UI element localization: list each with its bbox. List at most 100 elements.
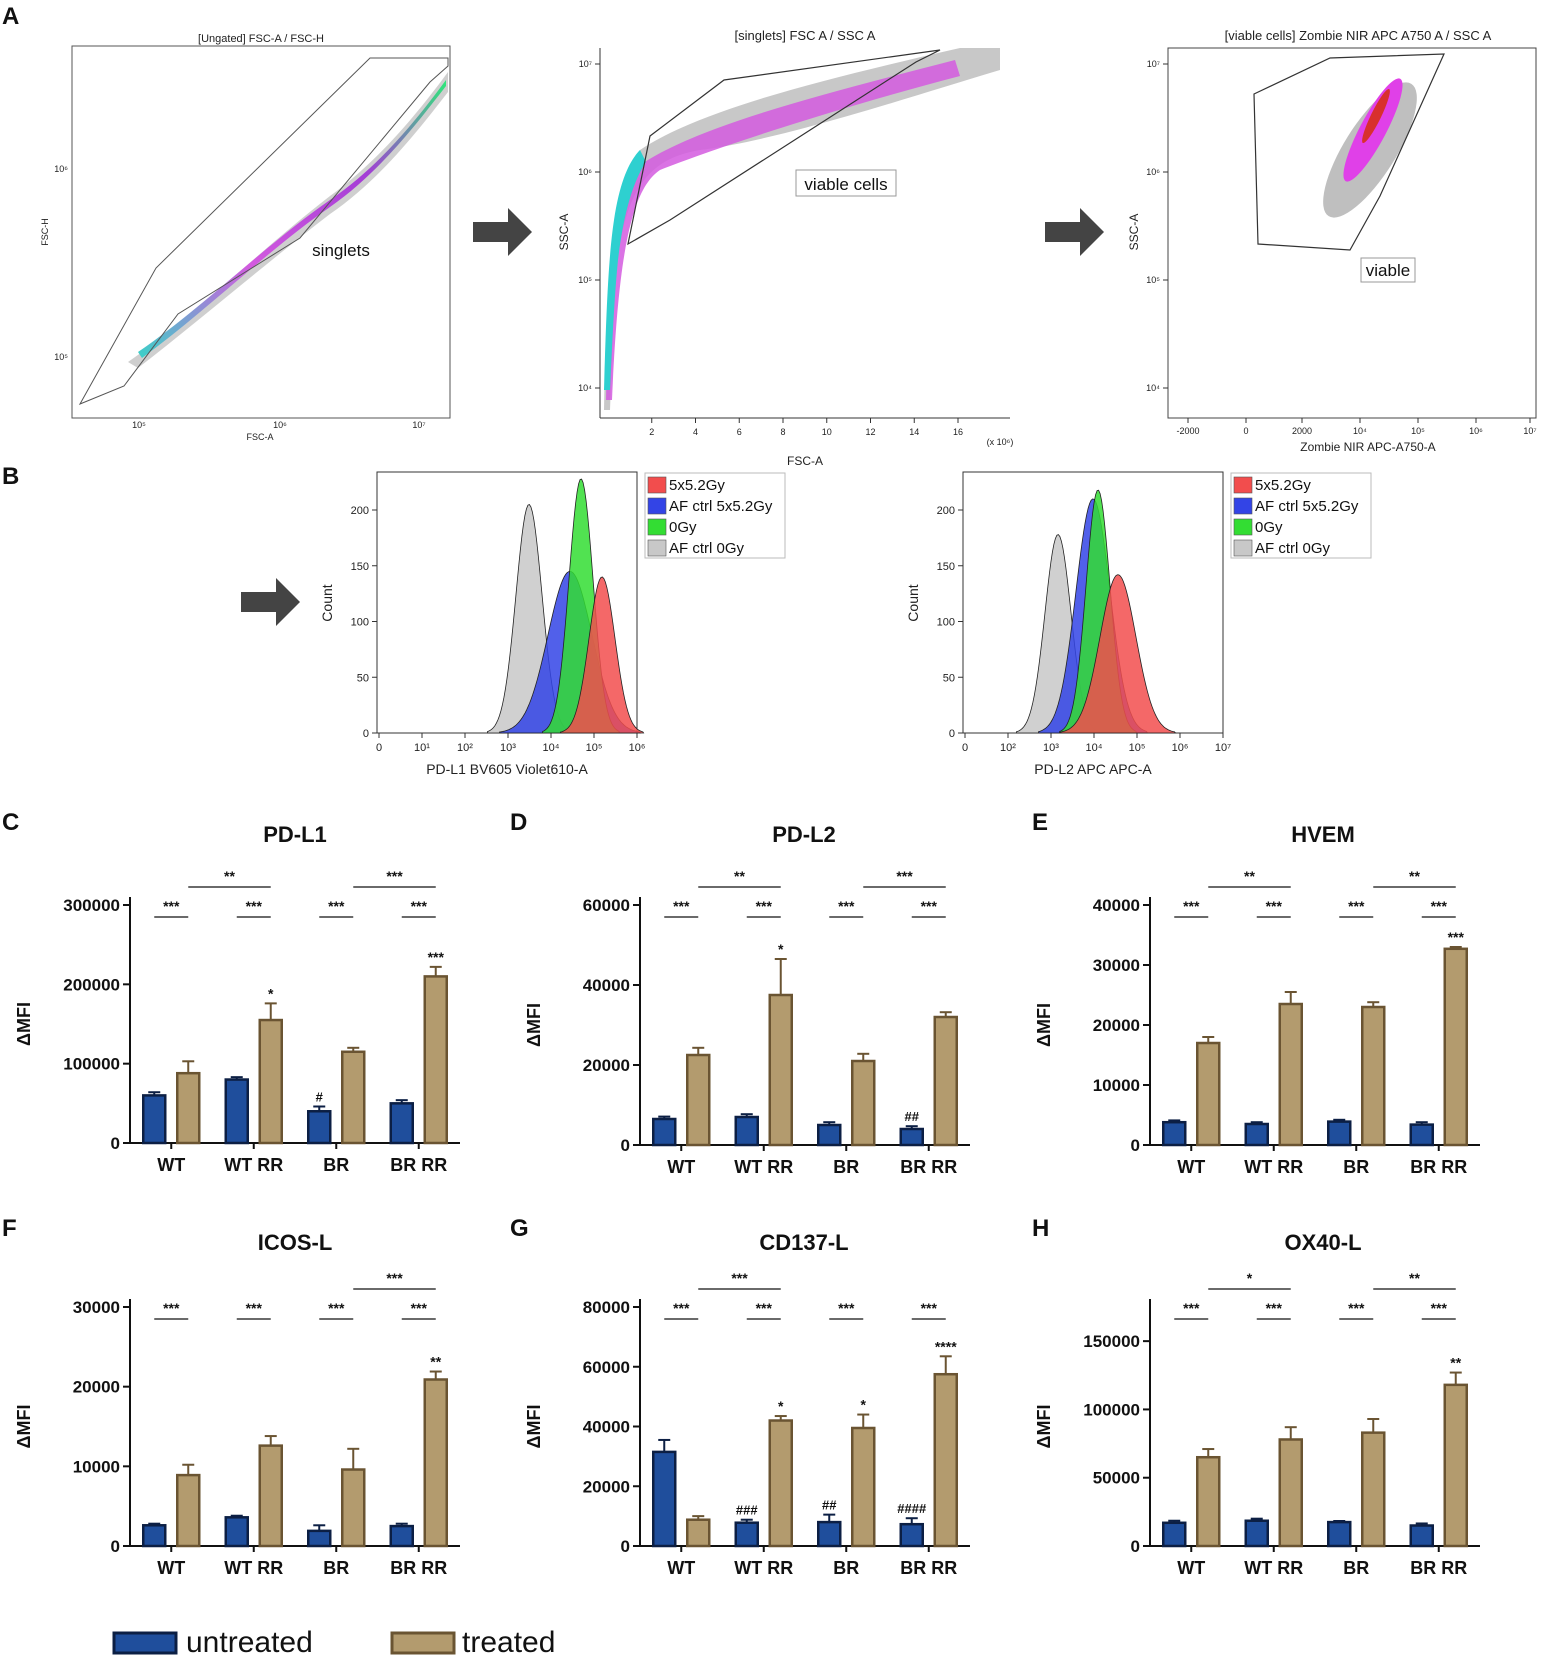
plot1-ytick: 10⁶: [54, 164, 68, 174]
bar-chart-c: C PD-L1 0 100000 200000 300000 ΔMFI WT WT RR * BR #…: [2, 809, 460, 1175]
plot2-xtick-label: 4: [693, 427, 698, 437]
plot2-title: [singlets] FSC A / SSC A: [735, 28, 876, 43]
comparison-label: **: [1409, 868, 1420, 884]
histogram-legend-label: 5x5.2Gy: [669, 477, 725, 494]
histogram-legend-label: 0Gy: [669, 519, 697, 536]
bar-treated: [423, 1378, 448, 1548]
plot1-xtick: 10⁷: [412, 420, 425, 430]
y-tick-label: 300000: [63, 896, 120, 915]
chart-title: ICOS-L: [258, 1230, 333, 1255]
plot2-xunit: (x 10⁶): [987, 437, 1014, 447]
x-tick-label: WT: [157, 1558, 185, 1578]
bar-untreated: [1162, 1521, 1187, 1548]
plot1-xtick: 10⁵: [132, 420, 146, 430]
x-tick-label: BR: [1343, 1558, 1369, 1578]
plot3-gate-label-box: [1360, 257, 1416, 283]
histogram-ytick-label: 100: [937, 617, 955, 629]
plot3-xtick-label: 10⁴: [1353, 426, 1367, 436]
panel-label-a: A: [2, 3, 19, 30]
y-tick-label: 30000: [73, 1298, 120, 1317]
plot1-ylabel: FSC-H: [40, 218, 50, 246]
bar-untreated: [734, 1521, 759, 1548]
significance-mark: **: [430, 1354, 441, 1370]
bar-untreated: [142, 1524, 167, 1548]
plot2-xtick-label: 10: [822, 427, 832, 437]
x-tick-label: WT RR: [734, 1157, 793, 1177]
bar-untreated: [899, 1522, 924, 1548]
legend-label-treated: treated: [462, 1626, 555, 1659]
y-tick-label: 40000: [1093, 896, 1140, 915]
x-tick-label: BR RR: [1410, 1558, 1467, 1578]
bar-untreated: [817, 1520, 842, 1548]
bar-untreated: [389, 1102, 414, 1145]
bar-treated: [1361, 1005, 1386, 1147]
bar-untreated: [1327, 1120, 1352, 1147]
histogram-xtick-label: 0: [376, 742, 382, 754]
significance-mark: ##: [822, 1498, 837, 1513]
bar-untreated: [817, 1123, 842, 1147]
comparison-label: **: [224, 868, 235, 884]
significance-mark: ****: [935, 1338, 957, 1354]
histogram-pd-l1: 200 150 100 50 00 10¹ 10² 10³ 10⁴ 10⁵ 10⁶ PD-L1 BV6…: [319, 471, 786, 777]
panel-label-e: E: [1032, 809, 1048, 836]
comparison-label: ***: [1431, 898, 1448, 914]
histogram-ytick-label: 0: [949, 728, 955, 740]
bar-treated: [341, 1468, 366, 1548]
bar-treated: [851, 1426, 876, 1548]
x-tick-label: WT: [667, 1558, 695, 1578]
plot3-gate: [1253, 53, 1445, 251]
histogram-legend-swatch: [647, 497, 667, 515]
significance-mark: *: [268, 985, 274, 1001]
bar-untreated: [1162, 1120, 1187, 1147]
histogram-legend-box: [1230, 472, 1372, 559]
histogram-ytick-label: 0: [363, 728, 369, 740]
plot2-ylabel: SSC-A: [557, 214, 571, 251]
panel-label-c: C: [2, 809, 19, 836]
x-tick-label: BR RR: [900, 1157, 957, 1177]
y-tick-label: 0: [1131, 1537, 1140, 1556]
comparison-label: ***: [246, 898, 263, 914]
bar-treated: [1361, 1431, 1386, 1548]
plot2-ytick-label: 10⁶: [578, 167, 592, 177]
plot3-xtick-label: 0: [1243, 426, 1248, 436]
plot2-ytick-label: 10⁵: [578, 275, 592, 285]
plot2-ytick-label: 10⁷: [579, 59, 592, 69]
histogram-xtick-label: 0: [962, 742, 968, 754]
histogram-xtick-label: 10¹: [414, 742, 430, 754]
plot1-ticks: 10⁵ 10⁶ 10⁷ 10⁶ 10⁵: [54, 164, 425, 430]
plot3-xtick-label: 10⁷: [1523, 426, 1536, 436]
bar-treated: [1196, 1041, 1221, 1147]
y-tick-label: 30000: [1093, 956, 1140, 975]
arrow-icon: [1045, 208, 1104, 256]
arrow-icon: [473, 208, 532, 256]
y-tick-label: 10000: [73, 1457, 120, 1476]
x-tick-label: BR: [833, 1558, 859, 1578]
bar-chart-e: E HVEM 0 10000 20000 30000 40000 ΔMFI WT WT RR BR B…: [1032, 809, 1480, 1177]
bar-treated: [423, 975, 448, 1145]
histogram-xlabel: PD-L1 BV605 Violet610-A: [426, 761, 588, 777]
y-tick-label: 80000: [583, 1298, 630, 1317]
significance-mark: ***: [428, 949, 445, 965]
flow-plot-viable-cells: [singlets] FSC A / SSC A viable cells FS…: [557, 28, 1013, 468]
comparison-label: ***: [163, 1300, 180, 1316]
comparison-label: ***: [328, 898, 345, 914]
significance-mark: *: [861, 1397, 867, 1413]
y-tick-label: 0: [1131, 1136, 1140, 1155]
bar-treated: [176, 1071, 201, 1145]
comparison-label: ***: [328, 1300, 345, 1316]
plot1-ytick: 10⁵: [54, 352, 68, 362]
histogram-ylabel: Count: [319, 584, 335, 621]
histogram-xlabel: PD-L2 APC APC-A: [1034, 761, 1152, 777]
plot1-xlabel: FSC-A: [247, 432, 274, 442]
bar-treated: [258, 1018, 283, 1145]
y-tick-label: 20000: [1093, 1016, 1140, 1035]
significance-mark: *: [778, 941, 784, 957]
histogram-xtick-label: 10³: [500, 742, 516, 754]
plot3-ytick-label: 10⁵: [1146, 275, 1160, 285]
histogram-legend-swatch: [1233, 539, 1253, 557]
significance-mark: #: [316, 1090, 324, 1105]
comparison-label: ***: [673, 1300, 690, 1316]
histogram-legend-swatch: [1233, 518, 1253, 536]
x-tick-label: BR RR: [1410, 1157, 1467, 1177]
bar-treated: [933, 1372, 958, 1548]
